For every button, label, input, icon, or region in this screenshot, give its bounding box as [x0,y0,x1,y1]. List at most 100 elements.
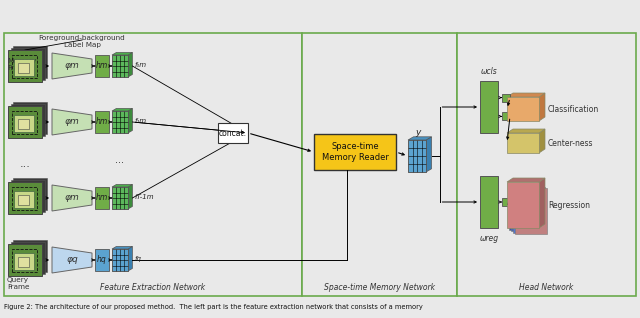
Bar [502,112,510,120]
Bar [95,55,109,77]
Bar [10,180,45,212]
Bar [218,123,248,143]
Bar [480,81,498,133]
Bar [408,140,426,172]
Bar [12,187,36,210]
Bar [515,188,547,234]
Bar [95,187,109,209]
Bar [10,48,45,80]
Bar [12,249,36,272]
Bar [507,133,539,153]
Bar [112,55,128,77]
Bar [408,140,426,172]
Bar [509,183,541,230]
Bar [4,33,302,296]
Polygon shape [426,137,431,172]
Text: Regression: Regression [548,201,590,210]
Bar [8,182,42,214]
Bar [95,111,109,133]
Polygon shape [539,93,545,121]
Bar [513,186,545,232]
Text: Foreground-background
Label Map: Foreground-background Label Map [38,35,125,48]
Polygon shape [507,93,545,97]
Text: Head Network: Head Network [520,283,573,292]
Text: hm: hm [96,117,108,127]
Bar [507,97,539,121]
Bar [17,120,29,129]
Polygon shape [52,109,92,135]
Bar [457,33,636,296]
Bar [314,134,396,170]
Bar [502,93,510,102]
Bar [8,106,42,138]
Bar [112,111,128,133]
Bar [17,196,29,205]
Bar [112,111,128,133]
Bar [17,258,29,267]
Bar [17,63,29,73]
Polygon shape [408,137,431,140]
Polygon shape [128,184,132,209]
Text: hq: hq [97,255,107,265]
Text: fT-1m: fT-1m [134,194,154,200]
Polygon shape [539,178,545,228]
Text: φm: φm [65,61,79,71]
Polygon shape [112,184,132,187]
Bar [8,50,42,82]
Text: fq: fq [134,256,141,262]
Bar [95,249,109,271]
Polygon shape [112,52,132,55]
Bar [112,249,128,271]
Bar [8,244,42,276]
Polygon shape [128,108,132,133]
Bar [502,198,510,206]
Text: concat.: concat. [219,128,247,137]
Bar [10,104,45,136]
Bar [112,249,128,271]
Bar [507,182,539,228]
Bar [112,55,128,77]
Bar [302,33,457,296]
Text: Memory
Frame: Memory Frame [7,58,36,71]
Bar [13,46,47,78]
Polygon shape [539,129,545,153]
Text: Space-time Memory Network: Space-time Memory Network [324,283,435,292]
Text: φq: φq [66,255,78,265]
Bar [10,242,45,274]
Polygon shape [52,53,92,79]
Text: Query
Frame: Query Frame [7,277,29,290]
Text: φm: φm [65,193,79,203]
Bar [14,252,34,270]
Polygon shape [52,247,92,273]
Polygon shape [128,52,132,77]
Text: Space-time
Memory Reader: Space-time Memory Reader [321,142,388,162]
Bar [112,187,128,209]
Text: f₀m: f₀m [134,62,147,68]
Bar [480,176,498,228]
Text: ...: ... [115,155,125,165]
Bar [13,102,47,134]
Bar [14,115,34,132]
Text: φm: φm [65,117,79,127]
Text: Figure 2: The architecture of our proposed method.  The left part is the feature: Figure 2: The architecture of our propos… [4,304,423,310]
Bar [14,59,34,76]
Text: y: y [415,128,420,137]
Polygon shape [507,129,545,133]
Text: ...: ... [20,159,31,169]
Polygon shape [507,178,545,182]
Bar [112,187,128,209]
Bar [511,185,543,231]
Text: Classification: Classification [548,105,599,114]
Polygon shape [112,108,132,111]
Text: ωreg: ωreg [479,234,499,243]
Bar [13,240,47,272]
Text: Feature Extraction Network: Feature Extraction Network [100,283,205,292]
Polygon shape [52,185,92,211]
Bar [12,55,36,78]
Text: f₁m: f₁m [134,118,147,124]
Bar [12,111,36,134]
Text: Center-ness: Center-ness [548,139,593,148]
Bar [13,178,47,210]
Text: hm: hm [96,193,108,203]
Polygon shape [128,246,132,271]
